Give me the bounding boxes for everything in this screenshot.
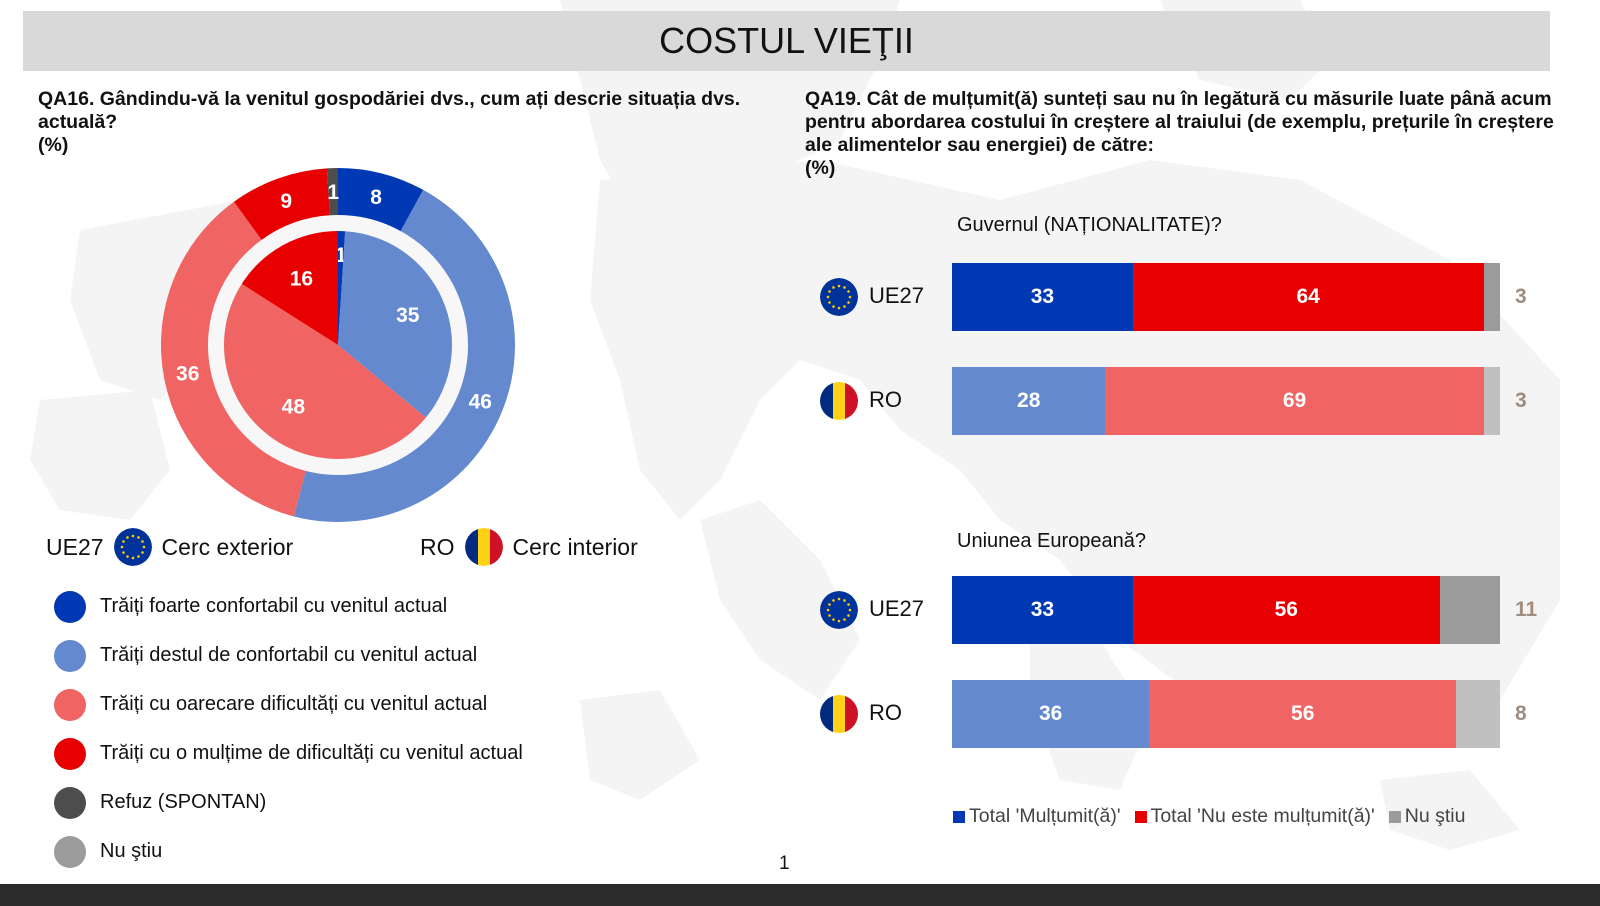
legend-label: Trăiți destul de confortabil cu venitul …	[100, 644, 478, 666]
qa16-heading: QA16. Gândindu-vă la venitul gospodăriei…	[38, 88, 778, 157]
stacked-bar: 33 64	[952, 263, 1500, 331]
ro-flag-icon	[820, 695, 858, 733]
ring-legend-code: UE27	[46, 533, 104, 560]
eu-flag-icon	[820, 591, 858, 629]
stacked-bar: 33 56	[952, 576, 1500, 644]
outer-ring-slice	[293, 189, 515, 522]
legend-swatch	[54, 688, 86, 721]
qa19-title: QA19. Cât de mulțumit(ă) sunteți sau nu …	[805, 88, 1554, 156]
bar-row: UE27 33 64 3	[815, 263, 1585, 331]
stacked-bar: 28 69	[952, 367, 1500, 435]
bar-row-label: RO	[869, 700, 902, 725]
legend-label: Trăiți cu oarecare dificultăți cu venitu…	[100, 693, 488, 715]
dont-know-value-label: 3	[1515, 285, 1527, 308]
legend-swatch	[54, 737, 86, 770]
legend-item: Trăiți destul de confortabil cu venitul …	[54, 631, 523, 680]
legend-label: Trăiți foarte confortabil cu venitul act…	[100, 595, 448, 617]
eu-flag-icon	[113, 528, 152, 566]
ring-legend-label: Cerc exterior	[161, 533, 294, 560]
stacked-bar: 36 56	[952, 680, 1500, 748]
bar-row: RO 36 56 8	[815, 680, 1585, 748]
eu-flag-icon	[820, 278, 858, 316]
not-satisfied-segment: 56	[1149, 680, 1457, 748]
legend-swatch	[54, 835, 86, 868]
legend-swatch	[54, 590, 86, 623]
page-title: COSTUL VIEŢII	[659, 20, 914, 61]
bar-row-label: RO	[869, 387, 902, 412]
outer-ring-label: 36	[176, 363, 199, 386]
inner-ring-label: 16	[290, 267, 313, 290]
inner-ring-slice	[338, 231, 452, 418]
legend-label: Refuz (SPONTAN)	[100, 791, 267, 813]
dont-know-segment	[1456, 680, 1500, 748]
outer-ring-label: 1	[327, 181, 339, 204]
inner-ring-label: 35	[396, 304, 420, 327]
inner-ring-label: 48	[282, 395, 306, 418]
legend-label: Total 'Nu este mulțumit(ă)'	[1150, 805, 1375, 827]
legend-swatch	[953, 810, 965, 823]
qa16-title: QA16. Gândindu-vă la venitul gospodăriei…	[38, 88, 741, 133]
not-satisfied-segment: 69	[1105, 367, 1484, 435]
legend-item: Total 'Mulțumit(ă)'	[953, 805, 1121, 828]
legend-swatch	[54, 786, 86, 819]
qa19-legend: Total 'Mulțumit(ă)' Total 'Nu este mulțu…	[953, 805, 1479, 828]
qa19-heading: QA19. Cât de mulțumit(ă) sunteți sau nu …	[805, 88, 1565, 180]
legend-item: Trăiți cu o mulțime de dificultăți cu ve…	[54, 729, 523, 778]
legend-swatch	[1388, 810, 1401, 823]
dont-know-segment	[1439, 576, 1500, 644]
legend-item: Total 'Nu este mulțumit(ă)'	[1134, 805, 1375, 828]
inner-ring-slice	[241, 231, 338, 345]
legend-item: Trăiți foarte confortabil cu venitul act…	[54, 582, 523, 631]
legend-item: Trăiți cu oarecare dificultăți cu venitu…	[54, 680, 523, 729]
outer-ring-label: 9	[280, 190, 292, 213]
inner-ring-slice	[338, 231, 346, 345]
qa16-unit: (%)	[38, 134, 69, 156]
legend-label: Trăiți cu o mulțime de dificultăți cu ve…	[100, 742, 523, 764]
satisfied-segment: 28	[952, 367, 1106, 435]
group-label-eu: Uniunea Europeană?	[957, 530, 1147, 552]
ro-flag-icon	[464, 528, 503, 566]
bar-row-label: UE27	[869, 596, 925, 621]
legend-label: Nu ştiu	[1404, 805, 1466, 827]
not-satisfied-segment: 56	[1132, 576, 1440, 644]
inner-ring-slice	[224, 283, 426, 459]
satisfied-segment: 33	[952, 576, 1133, 644]
bar-row-label: UE27	[869, 283, 925, 308]
ring-legend-code: RO	[420, 533, 455, 560]
outer-ring-slice	[161, 201, 306, 517]
legend-item: Nu ştiu	[1388, 805, 1466, 828]
outer-ring-slice	[338, 168, 424, 232]
legend-swatch	[1134, 810, 1147, 823]
group-label-government: Guvernul (NAȚIONALITATE)?	[957, 214, 1222, 236]
dont-know-segment	[1483, 367, 1500, 435]
outer-ring-label: 46	[469, 390, 492, 413]
satisfied-segment: 36	[952, 680, 1150, 748]
ring-legend-ro: RO Cerc interior	[420, 526, 638, 568]
footer-bar	[0, 884, 1600, 906]
outer-ring-slice	[326, 168, 338, 216]
qa16-legend: Trăiți foarte confortabil cu venitul act…	[54, 582, 523, 876]
title-bar: COSTUL VIEŢII	[23, 11, 1550, 71]
satisfied-segment: 33	[952, 263, 1133, 331]
outer-ring-label: 8	[370, 186, 382, 209]
bar-row: RO 28 69 3	[815, 367, 1585, 435]
qa19-unit: (%)	[805, 157, 836, 179]
ring-legend-label: Cerc interior	[512, 533, 638, 560]
outer-ring-slice	[233, 168, 330, 240]
ro-flag-icon	[820, 382, 858, 420]
dont-know-value-label: 8	[1515, 702, 1527, 725]
not-satisfied-segment: 64	[1132, 263, 1484, 331]
legend-label: Total 'Mulțumit(ă)'	[969, 805, 1121, 827]
legend-swatch	[54, 639, 86, 672]
dont-know-value-label: 3	[1515, 389, 1527, 412]
dont-know-segment	[1483, 263, 1500, 331]
legend-item: Nu ştiu	[54, 827, 523, 876]
dont-know-value-label: 11	[1515, 598, 1538, 621]
ring-legend-ue27: UE27 Cerc exterior	[46, 526, 293, 568]
legend-label: Nu ştiu	[100, 840, 163, 862]
bar-row: UE27 33 56 11	[815, 576, 1585, 644]
page-number: 1	[779, 853, 790, 874]
legend-item: Refuz (SPONTAN)	[54, 778, 523, 827]
